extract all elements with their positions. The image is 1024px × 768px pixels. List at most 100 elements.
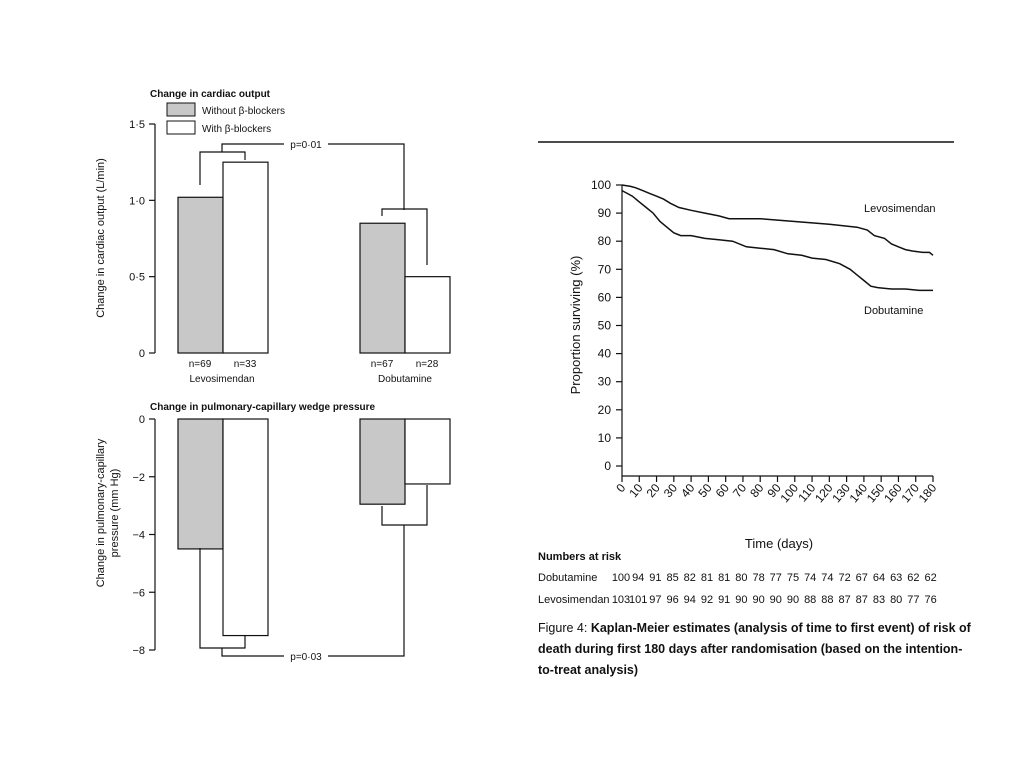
y-tick-label: 0 — [139, 414, 145, 426]
category-label-dobutamine: Dobutamine — [378, 374, 432, 385]
y-tick-label: 70 — [598, 262, 612, 276]
y-tick-label: −4 — [132, 530, 145, 542]
at-risk-cell: 74 — [821, 572, 833, 584]
at-risk-cell: 87 — [838, 594, 850, 606]
at-risk-cell: 77 — [907, 594, 919, 606]
km-curve-dobutamine — [621, 189, 933, 292]
at-risk-cell: 94 — [684, 594, 696, 606]
x-tick-label: 60 — [713, 481, 733, 500]
x-tick-label: 20 — [644, 481, 664, 500]
numbers-at-risk-cells: 100 94 91 85 82 81 81 80 78 77 75 74 74 72 67 64 63 62 621… — [612, 572, 937, 606]
at-risk-row-label-dobutamine: Dobutamine — [538, 572, 597, 584]
km-y-label: Proportion surviving (%) — [568, 256, 583, 395]
y-tick-label: 20 — [598, 403, 612, 417]
category-label-levosimendan: Levosimendan — [189, 374, 254, 385]
at-risk-cell: 90 — [787, 594, 799, 606]
bar-with-beta-blockers-dobutamine — [404, 418, 451, 485]
km-y-ticks: 0 10 20 30 40 50 60 70 80 90 100 — [591, 178, 622, 473]
pcwp-panel: Change in pulmonary-capillary wedge pres… — [95, 402, 451, 663]
at-risk-cell: 91 — [649, 572, 661, 584]
x-tick-label: 0 — [613, 481, 628, 495]
y-tick-label: 90 — [598, 206, 612, 220]
x-tick-label: 40 — [678, 481, 698, 500]
x-tick-label: 80 — [747, 481, 767, 500]
p-value-label-bg-lower — [284, 650, 328, 662]
p-value-pcwp: p=0·03 — [290, 652, 322, 663]
y-tick-label: 1·0 — [129, 195, 145, 207]
bar-with-beta-blockers-levosimendan — [222, 418, 269, 637]
at-risk-cell: 72 — [838, 572, 850, 584]
n-dobutamine-without: n=67 — [371, 359, 394, 370]
at-risk-cell: 94 — [632, 572, 644, 584]
at-risk-cell: 75 — [787, 572, 799, 584]
km-series-label-dobutamine: Dobutamine — [864, 305, 923, 317]
dobutamine-bracket — [381, 208, 428, 265]
y-tick-label: −6 — [132, 587, 145, 599]
p-value-cardiac-output: p=0·01 — [290, 140, 322, 151]
at-risk-cell: 78 — [752, 572, 764, 584]
at-risk-cell: 77 — [770, 572, 782, 584]
cardiac-output-bars — [177, 161, 451, 354]
at-risk-cell: 81 — [718, 572, 730, 584]
y-tick-label: 0·5 — [129, 272, 145, 284]
at-risk-cell: 80 — [735, 572, 747, 584]
cardiac-output-title: Change in cardiac output — [150, 89, 271, 100]
km-curve-levosimendan — [621, 184, 934, 256]
pcwp-bars — [177, 418, 451, 637]
at-risk-cell: 100 — [612, 572, 630, 584]
at-risk-cell: 96 — [666, 594, 678, 606]
figure-caption-text: Kaplan-Meier estimates (analysis of time… — [538, 621, 971, 677]
legend-label-without-beta-blockers: Without β-blockers — [202, 106, 285, 117]
bar-without-beta-blockers-levosimendan — [177, 196, 224, 354]
pcwp-title: Change in pulmonary-capillary wedge pres… — [150, 402, 376, 413]
y-tick-label: 0 — [604, 459, 611, 473]
km-series-label-levosimendan: Levosimendan — [864, 203, 936, 215]
at-risk-cell: 62 — [907, 572, 919, 584]
at-risk-row-label-levosimendan: Levosimendan — [538, 594, 610, 606]
x-tick-label: 30 — [661, 481, 681, 500]
cardiac-output-y-ticks: 0 0·5 1·0 1·5 — [129, 119, 155, 360]
x-tick-label: 180 — [916, 481, 940, 506]
at-risk-cell: 88 — [821, 594, 833, 606]
at-risk-cell: 87 — [856, 594, 868, 606]
bar-without-beta-blockers-dobutamine — [359, 222, 406, 354]
y-tick-label: 60 — [598, 290, 612, 304]
km-x-ticks: 0102030405060708090100110120130140150160… — [613, 476, 940, 506]
legend-label-with-beta-blockers: With β-blockers — [202, 124, 271, 135]
at-risk-cell: 97 — [649, 594, 661, 606]
legend-swatch-with-beta-blockers — [166, 120, 196, 135]
y-tick-label: 10 — [598, 431, 612, 445]
y-tick-label: 0 — [139, 348, 145, 360]
bar-with-beta-blockers-dobutamine — [404, 276, 451, 354]
at-risk-cell: 67 — [856, 572, 868, 584]
p-value-label-bg — [284, 138, 328, 150]
cardiac-output-y-label: Change in cardiac output (L/min) — [95, 158, 107, 318]
pcwp-y-ticks: 0 −2 −4 −6 −8 — [132, 414, 155, 657]
at-risk-cell: 103 — [612, 594, 630, 606]
legend-swatch-without-beta-blockers — [166, 102, 196, 117]
at-risk-cell: 82 — [684, 572, 696, 584]
x-tick-label: 50 — [695, 481, 715, 500]
x-tick-label: 70 — [730, 481, 750, 500]
cardiac-output-panel: Change in cardiac output Without β-block… — [95, 89, 451, 385]
at-risk-cell: 74 — [804, 572, 816, 584]
at-risk-cell: 85 — [666, 572, 678, 584]
bar-without-beta-blockers-levosimendan — [177, 418, 224, 550]
y-tick-label: 1·5 — [129, 119, 145, 131]
at-risk-cell: 88 — [804, 594, 816, 606]
at-risk-cell: 101 — [629, 594, 647, 606]
at-risk-cell: 90 — [752, 594, 764, 606]
at-risk-cell: 91 — [718, 594, 730, 606]
y-tick-label: −8 — [132, 645, 145, 657]
at-risk-cell: 83 — [873, 594, 885, 606]
bar-without-beta-blockers-dobutamine — [359, 418, 406, 505]
numbers-at-risk-title: Numbers at risk — [538, 551, 622, 563]
at-risk-cell: 76 — [924, 594, 936, 606]
km-curves — [621, 184, 934, 292]
at-risk-cell: 81 — [701, 572, 713, 584]
y-tick-label: 80 — [598, 234, 612, 248]
y-tick-label: 100 — [591, 178, 611, 192]
n-levosimendan-with: n=33 — [234, 359, 257, 370]
n-levosimendan-without: n=69 — [189, 359, 212, 370]
